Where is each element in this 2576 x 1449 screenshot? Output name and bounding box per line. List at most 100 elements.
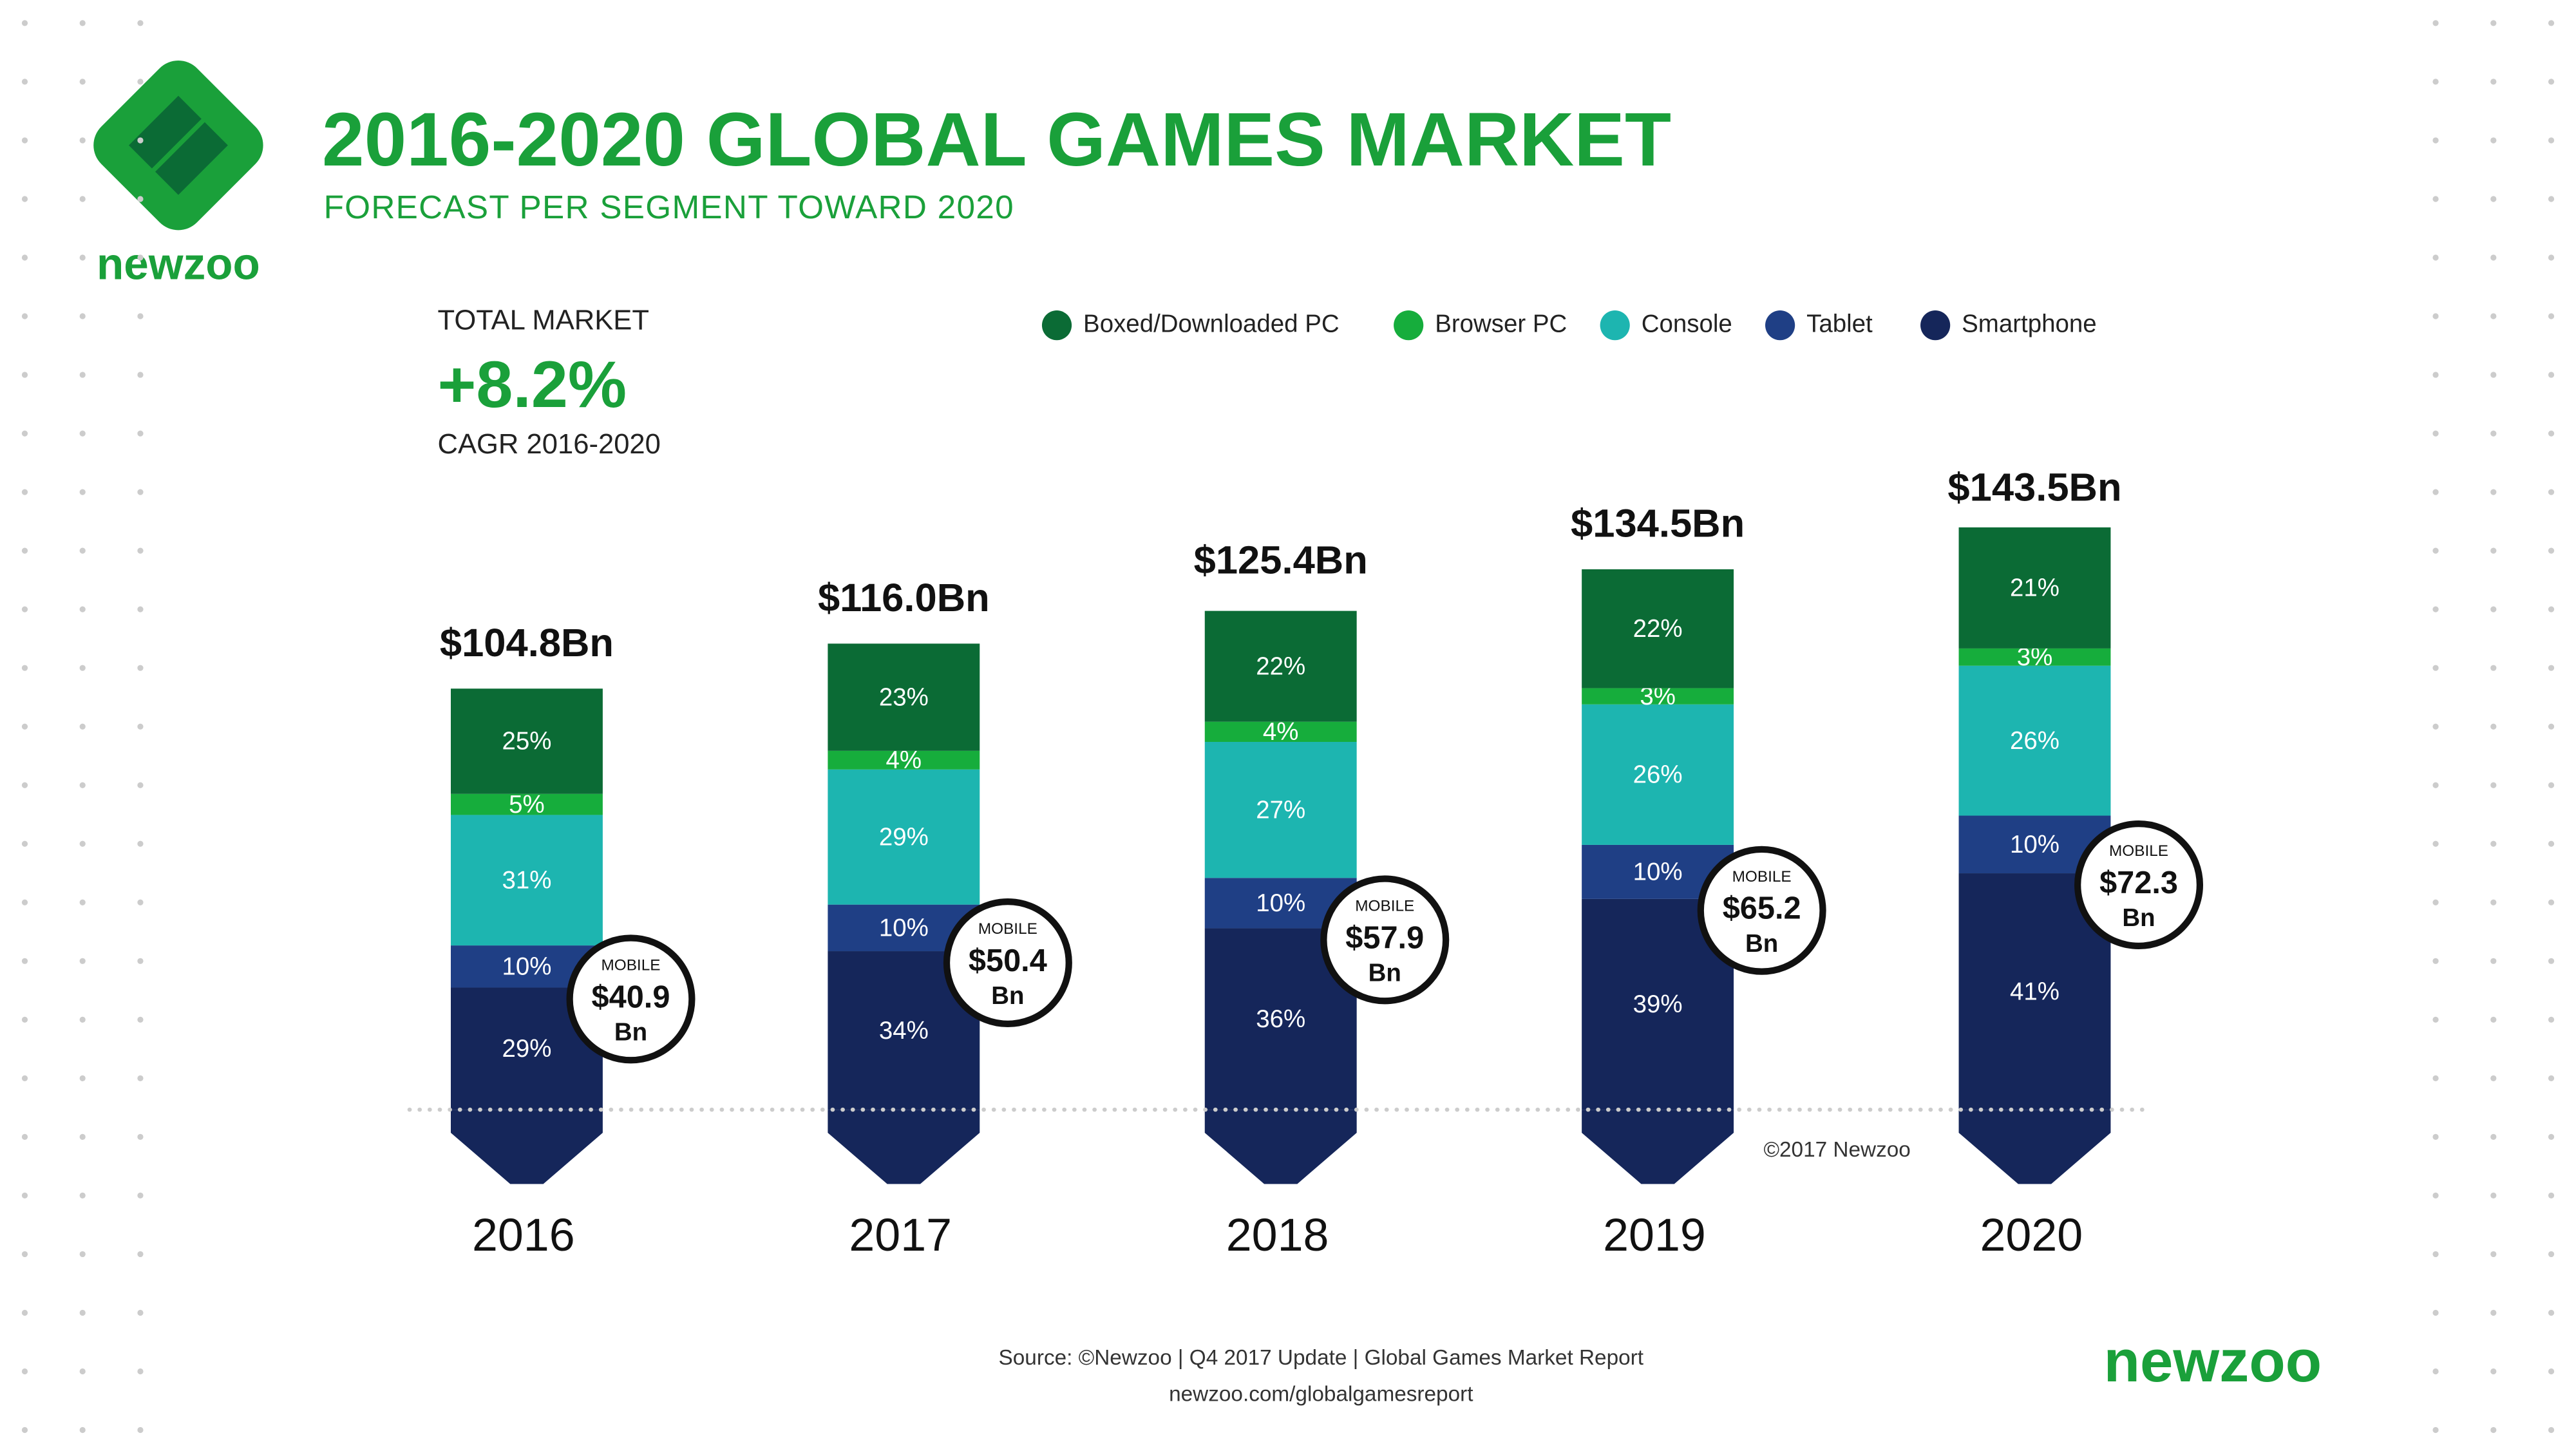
bg-dot: [2548, 899, 2555, 905]
bg-dot: [21, 313, 28, 319]
bg-dot: [2490, 723, 2497, 730]
bg-dot: [2490, 1133, 2497, 1140]
bg-dot: [2548, 1426, 2555, 1434]
bg-dot: [137, 372, 144, 378]
mobile-label: MOBILE: [2109, 842, 2168, 860]
copyright: ©2017 Newzoo: [1763, 1138, 1910, 1162]
bg-dot: [79, 782, 86, 788]
bg-dot: [2548, 1133, 2555, 1140]
bg-dot: [2548, 430, 2555, 437]
mobile-circle: [2074, 820, 2204, 949]
mobile-unit: Bn: [1368, 959, 1401, 987]
bg-dot: [2548, 958, 2555, 964]
bar-foot: [828, 1110, 980, 1184]
year-label: 2017: [849, 1209, 952, 1261]
total-label: $116.0Bn: [818, 576, 990, 620]
segment-label: 34%: [879, 1017, 929, 1045]
year-label: 2016: [472, 1209, 575, 1261]
bg-dot: [21, 1426, 28, 1434]
bg-dot: [21, 1075, 28, 1081]
bg-dot: [2548, 79, 2555, 85]
bg-dot: [21, 1192, 28, 1199]
bg-dot: [2548, 1309, 2555, 1316]
bg-dot: [2548, 313, 2555, 319]
bar-segment: [1582, 688, 1734, 705]
bg-dot: [2432, 782, 2439, 788]
bg-dot: [2490, 958, 2497, 964]
bg-dot: [21, 899, 28, 905]
mobile-circle: [566, 934, 696, 1064]
source: Source: ©Newzoo | Q4 2017 Update | Globa…: [999, 1346, 1644, 1370]
legend-swatch: [1920, 310, 1951, 341]
bg-dot: [2490, 1075, 2497, 1081]
bg-dot: [2490, 1309, 2497, 1316]
segment-label: 36%: [1256, 1005, 1305, 1033]
legend-swatch: [1394, 310, 1424, 341]
legend-swatch: [1600, 310, 1630, 341]
mobile-label: MOBILE: [601, 957, 660, 974]
bg-dot: [79, 313, 86, 319]
mobile-label: MOBILE: [1355, 898, 1414, 915]
mobile-value: $65.2: [1723, 891, 1801, 926]
bg-dot: [137, 196, 144, 202]
bar-foot: [1582, 1110, 1734, 1184]
bar-segment: [828, 643, 980, 751]
legend-label: Boxed/Downloaded PC: [1083, 310, 1340, 337]
segment-label: 41%: [2010, 978, 2060, 1005]
legend-label: Smartphone: [1962, 310, 2096, 337]
bg-dot: [2548, 196, 2555, 202]
bg-dot: [2432, 196, 2439, 202]
bg-dot: [79, 137, 86, 144]
logo-text: newzoo: [97, 239, 260, 289]
bg-dot: [2490, 665, 2497, 671]
bg-dot: [2548, 1251, 2555, 1258]
bg-dot: [2490, 79, 2497, 85]
bg-dot: [137, 1075, 144, 1081]
bg-dot: [137, 1016, 144, 1023]
bg-dot: [2432, 958, 2439, 964]
bg-dot: [2432, 1192, 2439, 1199]
bg-dot: [79, 840, 86, 847]
bg-dot: [137, 958, 144, 964]
bg-dot: [2548, 606, 2555, 612]
segment-label: 5%: [509, 791, 545, 819]
segment-label: 22%: [1633, 615, 1683, 643]
bg-dot: [2490, 1192, 2497, 1199]
legend-label: Console: [1642, 310, 1732, 337]
bg-dot: [79, 1075, 86, 1081]
bg-dot: [21, 196, 28, 202]
mobile-unit: Bn: [2122, 904, 2155, 932]
bg-dot: [2490, 899, 2497, 905]
bg-dot: [2432, 1309, 2439, 1316]
total-label: $104.8Bn: [440, 621, 614, 665]
bg-dot: [2548, 665, 2555, 671]
bg-dot: [137, 782, 144, 788]
year-label: 2019: [1603, 1209, 1706, 1261]
mobile-value: $50.4: [969, 943, 1047, 978]
bar-segment: [451, 815, 603, 946]
segment-label: 31%: [502, 866, 551, 894]
bg-dot: [79, 196, 86, 202]
bg-dot: [79, 606, 86, 612]
bar-segment: [1582, 704, 1734, 845]
summary-label: TOTAL MARKET: [437, 305, 649, 336]
bg-dot: [2490, 840, 2497, 847]
bg-dot: [137, 79, 144, 85]
segment-label: 23%: [879, 683, 929, 711]
bg-dot: [21, 1309, 28, 1316]
total-label: $125.4Bn: [1194, 538, 1368, 582]
bg-dot: [21, 1368, 28, 1375]
bg-dot: [2548, 20, 2555, 26]
segment-label: 26%: [2010, 727, 2060, 755]
legend-label: Tablet: [1806, 310, 1873, 337]
bg-dot: [2432, 1426, 2439, 1434]
segment-label: 10%: [1256, 889, 1305, 917]
bg-dot: [2490, 430, 2497, 437]
year-label: 2018: [1226, 1209, 1329, 1261]
summary-value: +8.2%: [437, 347, 627, 421]
bg-dot: [2548, 254, 2555, 261]
bg-dot: [79, 1016, 86, 1023]
bar-segment: [1204, 611, 1357, 722]
bg-dot: [137, 1309, 144, 1316]
bg-dot: [21, 840, 28, 847]
